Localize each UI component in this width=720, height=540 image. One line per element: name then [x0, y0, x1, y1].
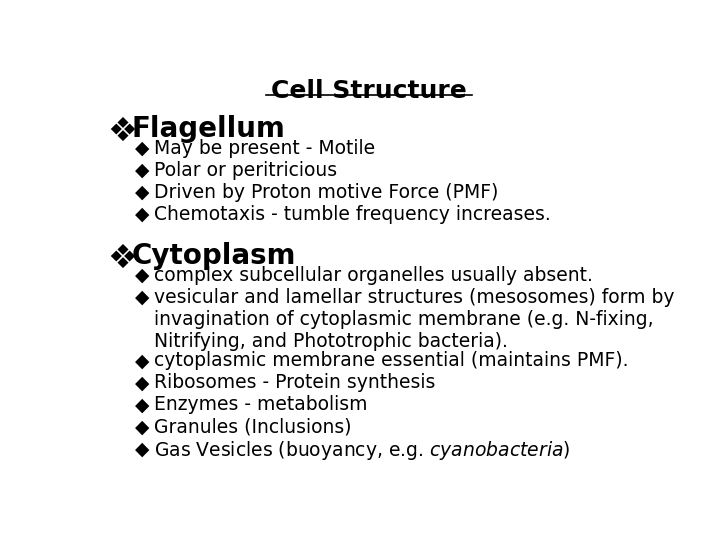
Text: vesicular and lamellar structures (mesosomes) form by
invagination of cytoplasmi: vesicular and lamellar structures (mesos… [154, 288, 675, 350]
Text: ◆: ◆ [135, 288, 149, 307]
Text: ◆: ◆ [135, 352, 149, 370]
Text: Ribosomes - Protein synthesis: Ribosomes - Protein synthesis [154, 373, 436, 393]
Text: Chemotaxis - tumble frequency increases.: Chemotaxis - tumble frequency increases. [154, 205, 551, 224]
Text: ◆: ◆ [135, 440, 149, 458]
Text: ◆: ◆ [135, 183, 149, 202]
Text: ◆: ◆ [135, 395, 149, 414]
Text: Cytoplasm: Cytoplasm [132, 241, 297, 269]
Text: ◆: ◆ [135, 373, 149, 393]
Text: Cell Structure: Cell Structure [271, 79, 467, 103]
Text: ◆: ◆ [135, 161, 149, 180]
Text: ◆: ◆ [135, 417, 149, 436]
Text: Gas Vesicles (buoyancy, e.g. $\it{cyanobacteria}$): Gas Vesicles (buoyancy, e.g. $\it{cyanob… [154, 440, 571, 462]
Text: Enzymes - metabolism: Enzymes - metabolism [154, 395, 368, 414]
Text: cytoplasmic membrane essential (maintains PMF).: cytoplasmic membrane essential (maintain… [154, 352, 629, 370]
Text: ◆: ◆ [135, 139, 149, 158]
Text: May be present - Motile: May be present - Motile [154, 139, 375, 158]
Text: Polar or peritricious: Polar or peritricious [154, 161, 337, 180]
Text: Granules (Inclusions): Granules (Inclusions) [154, 417, 351, 436]
Text: complex subcellular organelles usually absent.: complex subcellular organelles usually a… [154, 266, 593, 285]
Text: ❖: ❖ [107, 241, 137, 274]
Text: Flagellum: Flagellum [132, 114, 286, 143]
Text: Driven by Proton motive Force (PMF): Driven by Proton motive Force (PMF) [154, 183, 498, 202]
Text: ◆: ◆ [135, 205, 149, 224]
Text: ◆: ◆ [135, 266, 149, 285]
Text: ❖: ❖ [107, 114, 137, 148]
